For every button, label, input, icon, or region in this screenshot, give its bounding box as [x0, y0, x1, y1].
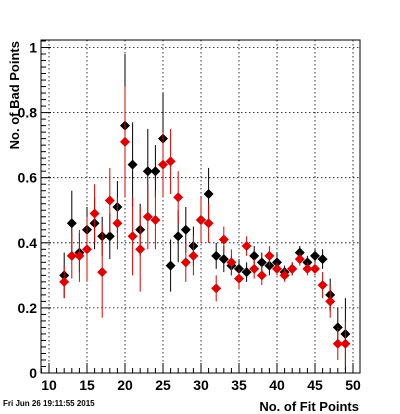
data-point: [226, 257, 237, 268]
data-point: [173, 231, 184, 242]
x-tick-label: 40: [269, 377, 285, 393]
data-point: [203, 218, 214, 229]
data-point: [165, 260, 176, 271]
data-point: [158, 159, 168, 170]
data-point: [279, 270, 290, 281]
y-tick-label: 1: [29, 40, 37, 56]
data-point: [325, 296, 336, 307]
data-point: [302, 263, 313, 274]
timestamp-label: Fri Jun 26 19:11:55 2015: [3, 399, 95, 408]
data-points: [59, 54, 351, 370]
data-point: [241, 241, 252, 252]
data-point: [112, 218, 123, 229]
data-point: [127, 231, 138, 242]
data-point: [234, 273, 244, 284]
series-1: [59, 54, 351, 370]
data-point: [340, 338, 351, 349]
data-point: [165, 156, 176, 167]
data-point: [249, 250, 260, 261]
data-point: [310, 263, 320, 274]
data-point: [135, 244, 146, 255]
data-point: [310, 250, 320, 261]
data-point: [211, 250, 222, 261]
data-point: [142, 211, 153, 222]
y-tick-label: 0.8: [18, 105, 38, 121]
x-tick-label: 25: [155, 377, 171, 393]
data-point: [127, 159, 138, 170]
data-point: [317, 254, 328, 265]
y-tick-label: 0: [29, 365, 37, 381]
data-point: [142, 166, 153, 177]
data-point: [97, 267, 108, 278]
data-point: [59, 276, 70, 287]
data-point: [264, 250, 275, 261]
data-point: [203, 188, 214, 199]
data-point: [272, 263, 282, 274]
x-tick-label: 45: [307, 377, 323, 393]
data-point: [211, 283, 222, 294]
data-point: [332, 338, 343, 349]
data-point: [188, 250, 199, 261]
data-point: [150, 166, 161, 177]
x-tick-label: 50: [345, 377, 361, 393]
data-point: [294, 254, 305, 265]
data-point: [104, 195, 115, 206]
y-tick-label: 0.6: [18, 170, 38, 186]
x-tick-label: 15: [79, 377, 95, 393]
data-point: [104, 231, 115, 242]
data-point: [82, 244, 92, 255]
y-tick-label: 0.4: [18, 235, 38, 251]
tick-labels: 10 15 20 25 30 35 40 45 50 0 0.2 0.4 0.6 0.8 1: [18, 40, 361, 394]
data-point: [196, 215, 206, 226]
data-point: [218, 234, 229, 245]
data-point: [173, 192, 184, 203]
data-point: [317, 280, 328, 291]
data-point: [180, 224, 191, 235]
x-tick-label: 10: [41, 377, 57, 393]
x-tick-label: 30: [193, 377, 209, 393]
data-point: [249, 263, 260, 274]
data-point: [287, 263, 298, 274]
x-tick-label: 35: [231, 377, 247, 393]
y-axis-title: No. of Bad Points: [7, 41, 22, 149]
series-2: [59, 86, 351, 367]
data-point: [256, 257, 267, 268]
data-point: [120, 136, 130, 147]
data-point: [241, 267, 252, 278]
axis-ticks: [40, 40, 354, 374]
x-tick-label: 20: [117, 377, 133, 393]
y-tick-label: 0.2: [18, 300, 38, 316]
data-point: [66, 218, 77, 229]
grid: [41, 40, 360, 373]
data-point: [256, 270, 267, 281]
data-point: [66, 250, 77, 261]
data-point: [74, 250, 85, 261]
data-point: [150, 215, 161, 226]
data-point: [218, 254, 229, 265]
data-point: [89, 208, 100, 219]
data-point: [180, 257, 191, 268]
x-axis-title: No. of Fit Points: [259, 399, 359, 414]
